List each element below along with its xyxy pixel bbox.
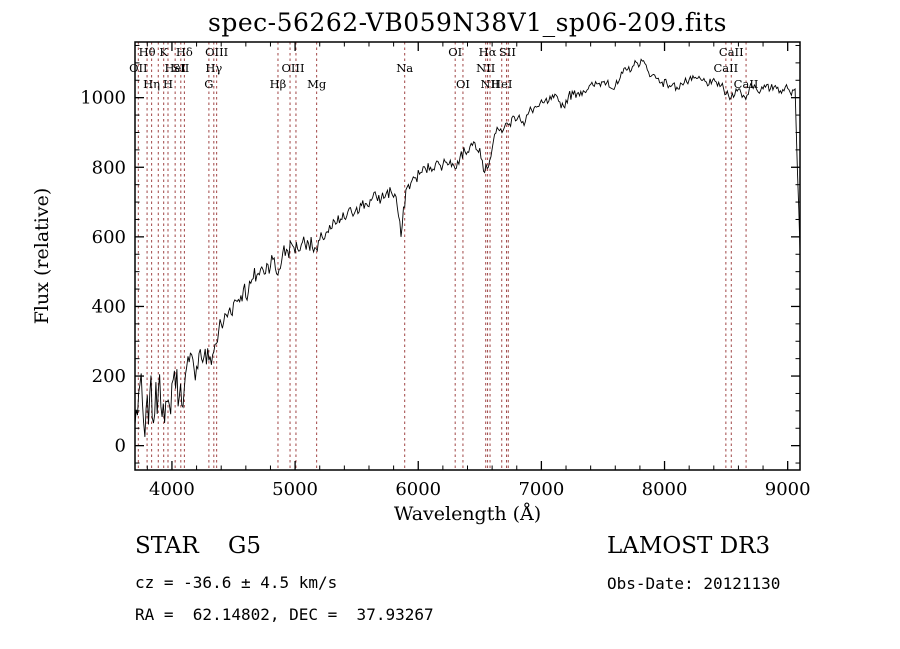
spectral-line-label: Hβ [270, 77, 287, 91]
x-tick-label: 7000 [518, 479, 564, 500]
spectral-line-label: Hη [143, 77, 160, 91]
y-tick-label: 800 [92, 157, 126, 178]
y-tick-label: 200 [92, 366, 126, 387]
spectral-line-label: Hδ [176, 45, 193, 59]
spectral-line-label: K [159, 45, 168, 59]
spectral-line-markers [137, 42, 747, 470]
spectral-line-label: H [163, 77, 173, 91]
spectral-line-label: HeI [491, 77, 512, 91]
flux-curve [135, 58, 800, 437]
spectral-line-label: OIII [281, 61, 304, 75]
x-tick-label: 8000 [642, 479, 688, 500]
spectral-line-label: Mg [307, 77, 327, 91]
spectral-line-label: OII [129, 61, 148, 75]
spectral-line-label: Na [396, 61, 413, 75]
coordinates-text: RA = 62.14802, DEC = 37.93267 [135, 605, 434, 624]
axes: 4000 5000 6000 7000 8000 9000 0 200 400 600 800 100… [80, 42, 811, 500]
y-tick-label: 1000 [80, 88, 126, 109]
spectral-line-label: OI [448, 45, 462, 59]
spectral-line-label: OIII [205, 45, 228, 59]
y-axis-label: Flux (relative) [31, 188, 53, 325]
x-tick-label: 9000 [765, 479, 811, 500]
y-tick-label: 600 [92, 227, 126, 248]
x-tick-label: 5000 [272, 479, 318, 500]
survey-release-text: LAMOST DR3 [607, 533, 771, 559]
spectral-line-label: Hα [479, 45, 497, 59]
x-tick-label: 4000 [149, 479, 195, 500]
spectral-line-label: CaII [719, 45, 744, 59]
plot-title: spec-56262-VB059N38V1_sp06-209.fits [208, 8, 727, 37]
spectral-line-label: G [204, 77, 213, 91]
y-tick-label: 400 [92, 296, 126, 317]
object-class-text: STAR G5 [135, 533, 262, 559]
spectral-line-label: Hγ [205, 61, 222, 75]
obs-date-text: Obs-Date: 20121130 [607, 574, 781, 593]
plot-frame [134, 41, 801, 471]
y-tick-label: 0 [115, 436, 126, 457]
spectral-line-label: OI [456, 77, 470, 91]
spectral-line-label: SII [499, 45, 516, 59]
x-tick-label: 6000 [395, 479, 441, 500]
spectral-line-label: Hθ [139, 45, 156, 59]
radial-velocity-text: cz = -36.6 ± 4.5 km/s [135, 573, 338, 592]
spectral-line-label: NII [476, 61, 495, 75]
spectral-line-label: CaII [713, 61, 738, 75]
spectral-line-label: HeI [164, 61, 185, 75]
spectral-line-label: SII [172, 61, 189, 75]
x-axis-label: Wavelength (Å) [394, 503, 541, 525]
spectral-line-label: CaII [734, 77, 759, 91]
spectral-line-label: NII [480, 77, 499, 91]
